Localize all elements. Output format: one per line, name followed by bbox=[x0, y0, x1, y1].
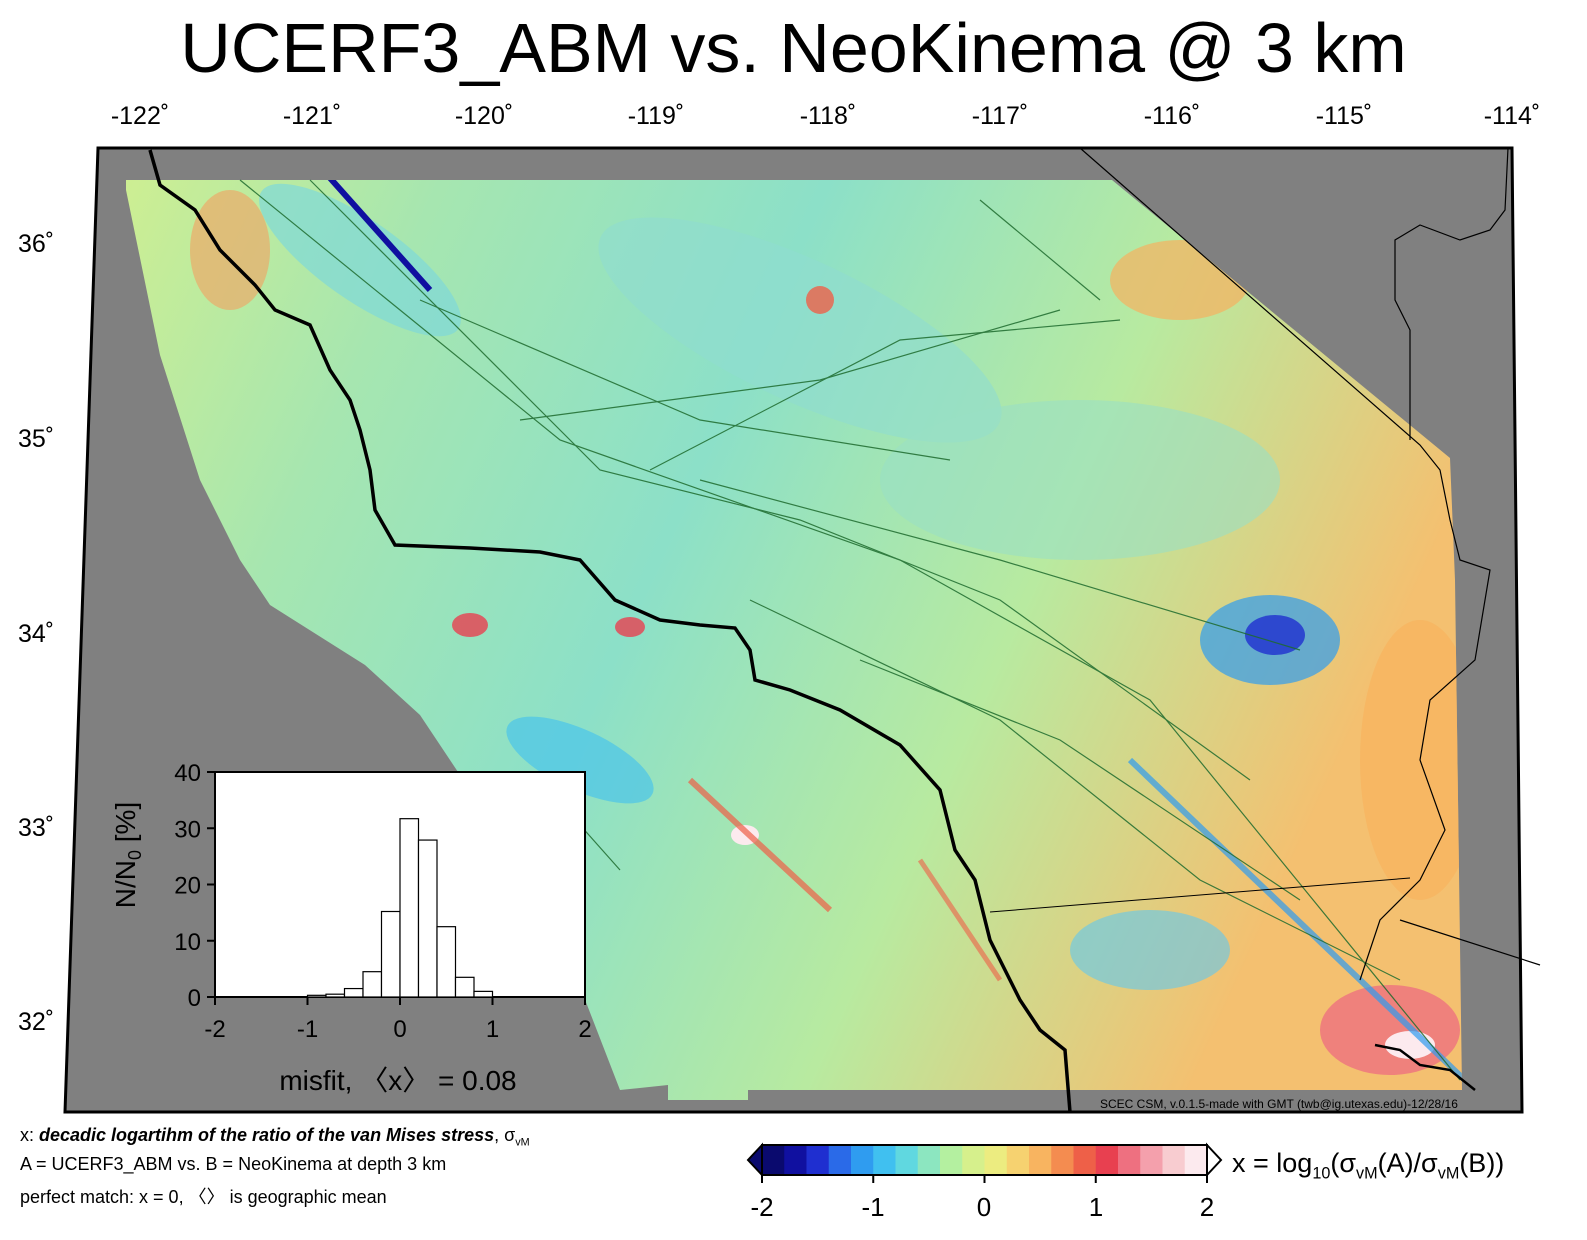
lat-label: 32˚ bbox=[18, 1008, 55, 1036]
colorbar-high-arrow bbox=[1206, 1142, 1223, 1178]
lon-label: -115˚ bbox=[1315, 102, 1373, 130]
lon-label: -116˚ bbox=[1143, 102, 1201, 130]
colorbar-cell bbox=[1051, 1145, 1074, 1175]
colorbar-cell bbox=[1118, 1145, 1141, 1175]
histogram-ytick-label: 20 bbox=[174, 873, 201, 900]
colorbar-ticks bbox=[761, 1175, 1208, 1183]
colorbar-cell bbox=[1162, 1145, 1186, 1175]
lon-label: -121˚ bbox=[282, 102, 342, 130]
colorbar-cell bbox=[1140, 1145, 1163, 1175]
histogram-bar bbox=[454, 976, 475, 998]
colorbar-cell bbox=[828, 1145, 852, 1175]
footer-bold: decadic logartihm of the ratio of the va… bbox=[39, 1125, 495, 1145]
lat-label: 35˚ bbox=[18, 425, 55, 453]
histogram-bar bbox=[436, 926, 457, 998]
histogram-bar bbox=[417, 839, 438, 998]
histogram-ytick-label: 10 bbox=[174, 929, 201, 956]
colorbar-tick-label: 1 bbox=[1088, 1192, 1104, 1222]
lon-label: -119˚ bbox=[627, 102, 685, 130]
histogram-xtick-label: 1 bbox=[486, 1016, 499, 1043]
lat-label: 34˚ bbox=[18, 620, 55, 648]
histogram-xlabel: misfit, 〈x〉 = 0.08 bbox=[279, 1065, 516, 1096]
colorbar-cells bbox=[762, 1145, 1208, 1175]
colorbar-cell bbox=[1095, 1145, 1119, 1175]
footer-prefix: x: bbox=[20, 1125, 40, 1145]
histogram-ytick-label: 0 bbox=[188, 985, 201, 1012]
colorbar-tick-label: 2 bbox=[1199, 1192, 1215, 1222]
histogram-xtick-label: -1 bbox=[297, 1016, 318, 1043]
histogram-xtick-label: -2 bbox=[204, 1016, 225, 1043]
colorbar-cell bbox=[1029, 1145, 1052, 1175]
footer-line-1: x: decadic logartihm of the ratio of the… bbox=[20, 1125, 530, 1149]
histogram-ytick-label: 40 bbox=[174, 760, 201, 787]
state-border bbox=[1079, 147, 1491, 981]
colorbar-tick-label: 0 bbox=[976, 1192, 992, 1222]
international-border bbox=[989, 877, 1411, 913]
lat-label: 36˚ bbox=[18, 230, 55, 258]
histogram-bar bbox=[473, 990, 494, 998]
lon-label: -117˚ bbox=[971, 102, 1029, 130]
fault-lines bbox=[239, 179, 1461, 1081]
histogram-bars bbox=[306, 818, 494, 998]
colorbar-tick-label: -1 bbox=[861, 1192, 885, 1222]
colorbar-low-arrow bbox=[746, 1142, 763, 1178]
colorbar-cell bbox=[940, 1145, 963, 1175]
histogram-xtick-label: 0 bbox=[393, 1016, 406, 1043]
colorbar-cell bbox=[873, 1145, 896, 1175]
colorbar-cell bbox=[1006, 1145, 1030, 1175]
colorbar-cell bbox=[895, 1145, 919, 1175]
map-title: UCERF3_ABM vs. NeoKinema @ 3 km bbox=[180, 9, 1407, 87]
gulf-coast bbox=[1399, 919, 1541, 966]
map-frame bbox=[63, 146, 1524, 1114]
colorbar-cell bbox=[851, 1145, 874, 1175]
histogram-ytick-label: 30 bbox=[174, 816, 201, 843]
colorbar-tick-label: -2 bbox=[750, 1192, 774, 1222]
colorbar-cell bbox=[762, 1145, 785, 1175]
colorbar-cell bbox=[917, 1145, 941, 1175]
colorbar-cell bbox=[984, 1145, 1008, 1175]
credit-text: SCEC CSM, v.0.1.5-made with GMT (twb@ig.… bbox=[1100, 1097, 1458, 1111]
lat-label: 33˚ bbox=[18, 814, 55, 842]
river-border bbox=[1394, 147, 1509, 440]
colorbar-cell bbox=[1184, 1145, 1208, 1175]
histogram-ylabel: N/N0 [%] bbox=[110, 802, 145, 908]
colorbar-cell bbox=[806, 1145, 830, 1175]
colorbar-label: x = log10(σvM(A)/σvM(B)) bbox=[1232, 1148, 1505, 1183]
footer-line-2: A = UCERF3_ABM vs. B = NeoKinema at dept… bbox=[20, 1154, 447, 1174]
coastline bbox=[148, 149, 1072, 1113]
colorbar-cell bbox=[962, 1145, 985, 1175]
colorbar-cell bbox=[784, 1145, 807, 1175]
footer-suffix: , σ bbox=[494, 1125, 516, 1145]
footer-sub: vM bbox=[515, 1136, 530, 1149]
lon-label: -122˚ bbox=[110, 102, 170, 130]
histogram-xtick-label: 2 bbox=[578, 1016, 591, 1043]
lon-label: -114˚ bbox=[1483, 102, 1541, 130]
lon-label: -120˚ bbox=[454, 102, 514, 130]
lon-label: -118˚ bbox=[799, 102, 857, 130]
colorado-delta bbox=[1374, 1043, 1476, 1091]
colorbar-cell bbox=[1073, 1145, 1097, 1175]
footer-line-3: perfect match: x = 0, 〈〉 is geographic m… bbox=[20, 1187, 387, 1207]
